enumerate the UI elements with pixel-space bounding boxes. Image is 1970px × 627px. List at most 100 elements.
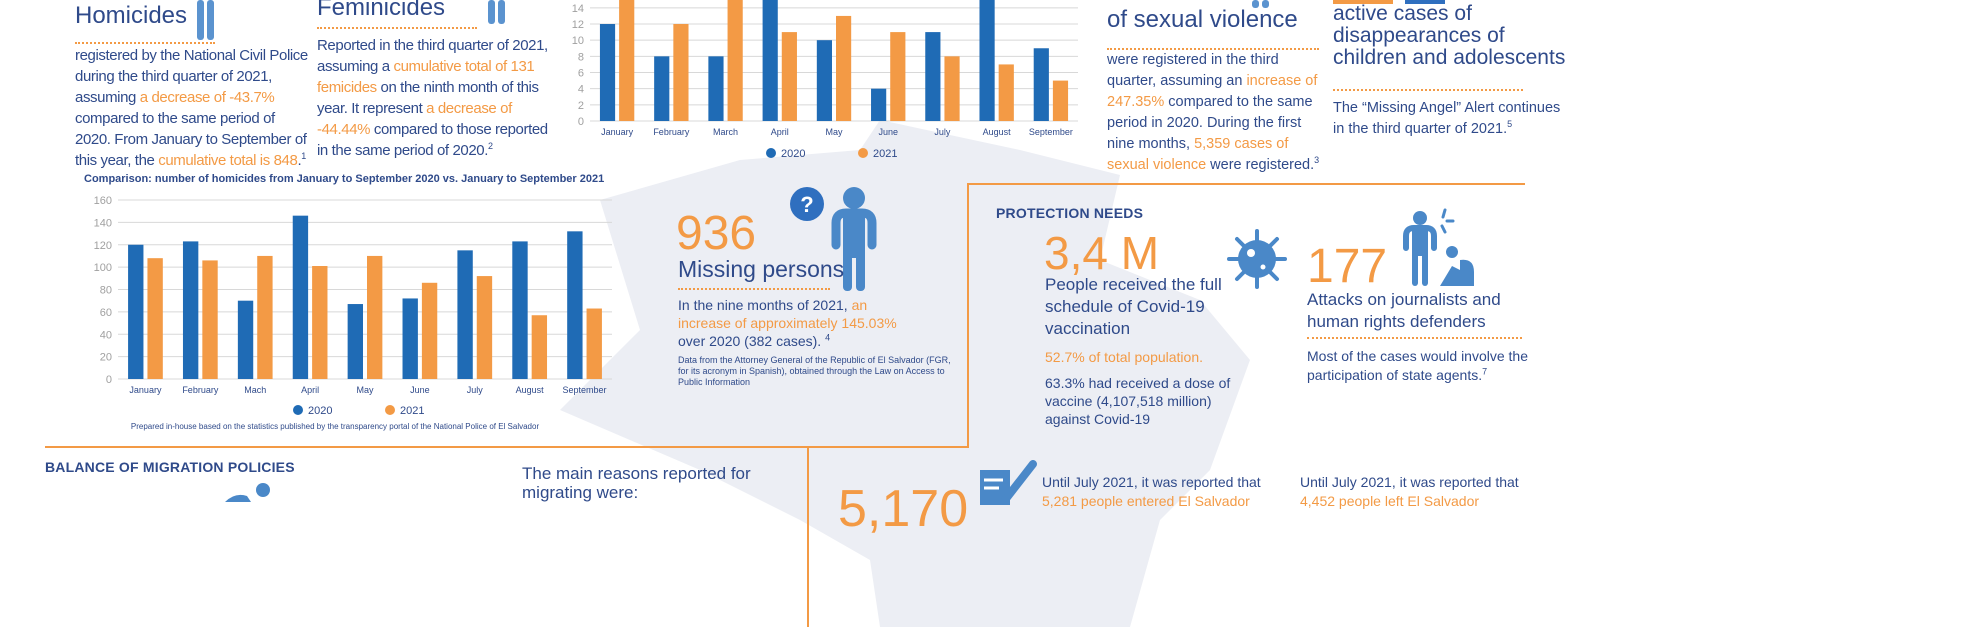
y-tick-label: 2 xyxy=(578,100,584,112)
y-tick-label: 60 xyxy=(100,307,112,319)
protection-heading: PROTECTION NEEDS xyxy=(996,205,1144,221)
bar-2021-July xyxy=(476,276,493,379)
feminicides-chart: 0 2 4 6 8 10 12 14 January February March April May J… xyxy=(572,0,1078,160)
x-tick-label: April xyxy=(301,385,319,395)
bar-2020-September xyxy=(567,231,583,379)
bar-2021-February xyxy=(202,260,218,379)
feminicides-title: Feminicides xyxy=(317,0,446,21)
divider xyxy=(1107,48,1319,50)
bar-2020-January xyxy=(128,244,144,379)
y-tick-label: 0 xyxy=(106,374,112,386)
section-divider xyxy=(807,446,809,627)
bar-2020-June xyxy=(871,88,887,121)
y-tick-label: 4 xyxy=(578,84,584,96)
legend-label: 2020 xyxy=(781,148,805,160)
homicides-text: registered by the National Civil Police … xyxy=(75,47,308,169)
x-tick-label: February xyxy=(182,385,219,395)
vaccination-percent: 52.7% of total population. xyxy=(1045,349,1204,365)
y-tick-label: 14 xyxy=(572,3,584,15)
box-border xyxy=(967,183,969,448)
migration-number: 5,170 xyxy=(838,480,969,538)
person-icon xyxy=(197,0,214,40)
x-tick-label: June xyxy=(878,127,898,137)
left-text: Until July 2021, it was reported that 4,… xyxy=(1300,474,1519,509)
missing-person-icon: ? xyxy=(790,187,877,291)
attack-icon xyxy=(1403,208,1474,286)
y-tick-label: 20 xyxy=(100,352,112,364)
bar-2021-January xyxy=(619,0,635,121)
bar-2020-June xyxy=(402,298,418,379)
bar-2021-July xyxy=(944,56,960,121)
legend-label: 2020 xyxy=(308,405,332,417)
bar-2021-June xyxy=(890,32,906,121)
bar-2020-May xyxy=(347,304,363,379)
box-border xyxy=(968,183,1525,185)
x-tick-label: March xyxy=(713,127,738,137)
person-icon xyxy=(1252,0,1269,8)
person-icon xyxy=(488,0,505,24)
legend-marker-2020 xyxy=(766,148,776,158)
x-tick-label: April xyxy=(771,127,789,137)
bar-2020-July xyxy=(457,250,473,379)
bar-2021-May xyxy=(836,15,852,121)
legend-marker-2021 xyxy=(858,148,868,158)
bar-2020-May xyxy=(816,40,832,121)
migration-heading: BALANCE OF MIGRATION POLICIES xyxy=(45,459,295,475)
y-tick-label: 10 xyxy=(572,35,584,47)
y-tick-label: 140 xyxy=(94,217,112,229)
bar-2020-Mach xyxy=(237,300,254,379)
sexual-violence-text: were registered in the third quarter, as… xyxy=(1107,52,1320,173)
attacks-block: Attacks on journalists and human rights … xyxy=(1307,289,1567,385)
vaccination-block: People received the full schedule of Cov… xyxy=(1045,274,1295,428)
x-tick-label: May xyxy=(356,385,374,395)
missing-persons-title: Missing persons xyxy=(678,256,845,282)
bar-2021-January xyxy=(147,258,163,379)
y-tick-label: 80 xyxy=(100,285,112,297)
attacks-title: Attacks on journalists and human rights … xyxy=(1307,290,1501,331)
virus-icon xyxy=(1227,229,1287,289)
y-tick-label: 6 xyxy=(578,68,584,80)
attacks-text: Most of the cases would involve the part… xyxy=(1307,348,1529,383)
divider xyxy=(1307,337,1522,339)
x-tick-label: February xyxy=(653,127,690,137)
bar-2021-April xyxy=(312,266,328,379)
y-tick-label: 100 xyxy=(94,262,112,274)
homicides-chart: Comparison: number of homicides from Jan… xyxy=(84,173,612,431)
bar-2021-June xyxy=(421,282,438,379)
bar-2020-January xyxy=(599,24,616,121)
vaccination-title: People received the full schedule of Cov… xyxy=(1045,275,1222,338)
y-tick-label: 120 xyxy=(94,240,112,252)
divider xyxy=(317,27,477,29)
sexual-violence-title: of sexual violence xyxy=(1107,6,1298,33)
y-tick-label: 40 xyxy=(100,329,112,341)
feminicides-text: Reported in the third quarter of 2021, a… xyxy=(317,37,548,159)
disappearances-title: active cases of disappearances of childr… xyxy=(1333,2,1566,69)
x-tick-label: July xyxy=(934,127,951,137)
y-tick-label: 12 xyxy=(572,19,584,31)
x-tick-label: June xyxy=(410,385,430,395)
bar-2020-July xyxy=(925,32,941,121)
legend-label: 2021 xyxy=(873,148,897,160)
disappearances-text: The “Missing Angel” Alert continues in t… xyxy=(1333,100,1561,137)
x-tick-label: August xyxy=(516,385,545,395)
entered-text: Until July 2021, it was reported that 5,… xyxy=(1042,474,1261,509)
x-tick-label: Mach xyxy=(244,385,266,395)
bar-2021-April xyxy=(781,32,797,121)
x-tick-label: August xyxy=(983,127,1012,137)
x-tick-label: July xyxy=(467,385,484,395)
bar-2021-September xyxy=(1052,80,1069,121)
y-tick-label: 0 xyxy=(578,116,584,128)
x-tick-label: September xyxy=(1029,127,1073,137)
form-pen-icon xyxy=(980,460,1037,505)
cut-number-blue xyxy=(1405,0,1445,4)
x-tick-label: January xyxy=(601,127,634,137)
bar-2020-September xyxy=(1033,48,1049,121)
x-tick-label: May xyxy=(825,127,843,137)
attacks-number: 177 xyxy=(1307,240,1388,293)
bar-2021-Mach xyxy=(257,255,273,379)
svg-text:?: ? xyxy=(800,192,813,217)
missing-persons-number: 936 xyxy=(676,207,757,260)
bar-2020-March xyxy=(708,56,724,121)
x-tick-label: January xyxy=(129,385,162,395)
